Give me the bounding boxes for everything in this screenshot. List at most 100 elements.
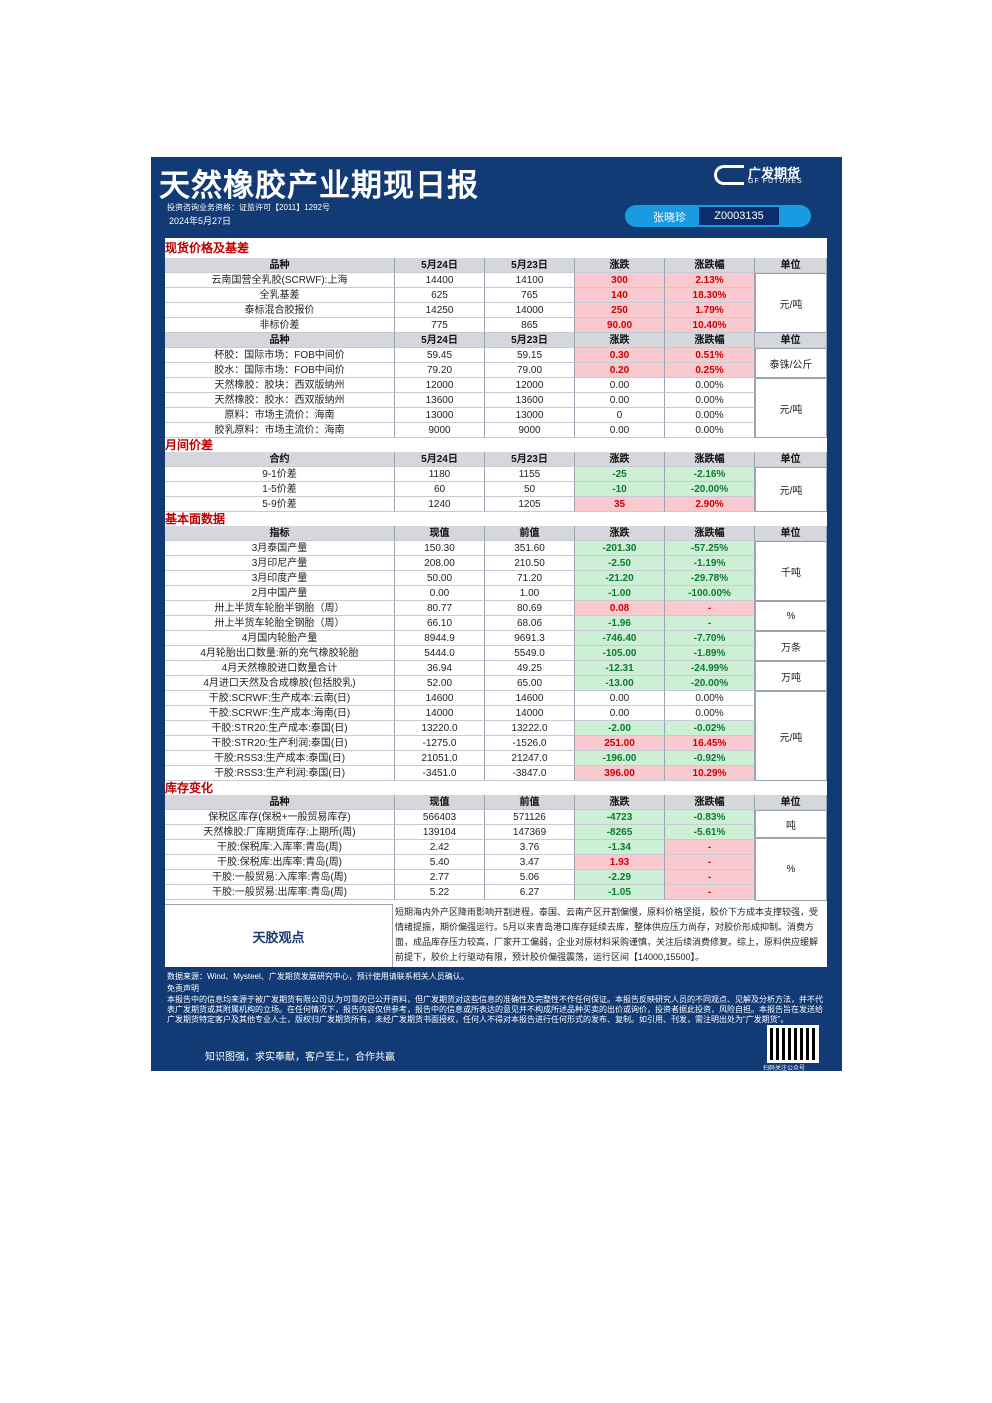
header-cell: 单位 xyxy=(755,526,827,541)
value-cell: -2.16% xyxy=(665,467,755,482)
row-label: 全乳基差 xyxy=(165,288,395,303)
value-cell: 210.50 xyxy=(485,556,575,571)
value-cell: 1240 xyxy=(395,497,485,512)
row-label: 9-1价差 xyxy=(165,467,395,482)
value-cell: - xyxy=(665,870,755,885)
value-cell: 0.25% xyxy=(665,363,755,378)
header-cell: 前值 xyxy=(485,526,575,541)
row-label: 干胶:SCRWF:生产成本:云南(日) xyxy=(165,691,395,706)
value-cell: 8944.9 xyxy=(395,631,485,646)
logo-icon xyxy=(714,165,744,185)
header-cell: 涨跌幅 xyxy=(665,795,755,810)
value-cell: 1205 xyxy=(485,497,575,512)
unit-cell: 万吨 xyxy=(755,661,827,691)
value-cell: 147369 xyxy=(485,825,575,840)
header-cell: 单位 xyxy=(755,452,827,467)
value-cell: 80.77 xyxy=(395,601,485,616)
section-title-fundamental: 基本面数据 xyxy=(165,512,226,526)
header-cell: 单位 xyxy=(755,258,827,273)
header-cell: 品种 xyxy=(165,333,395,348)
value-cell: 2.42 xyxy=(395,840,485,855)
row-label: 3月印尼产量 xyxy=(165,556,395,571)
value-cell: -3847.0 xyxy=(485,766,575,781)
value-cell: 625 xyxy=(395,288,485,303)
value-cell: -24.99% xyxy=(665,661,755,676)
value-cell: 52.00 xyxy=(395,676,485,691)
value-cell: 50 xyxy=(485,482,575,497)
disclaimer-text: 本报告中的信息均来源于被广发期货有限公司认为可靠的已公开资料，但广发期货对这些信… xyxy=(167,995,823,1024)
value-cell: 0.00% xyxy=(665,393,755,408)
unit-cell: 元/吨 xyxy=(755,378,827,438)
value-cell: -29.78% xyxy=(665,571,755,586)
value-cell: 1180 xyxy=(395,467,485,482)
row-label: 干胶:SCRWF:生产成本:海南(日) xyxy=(165,706,395,721)
value-cell: 765 xyxy=(485,288,575,303)
header-cell: 涨跌 xyxy=(575,452,665,467)
section-title-inventory: 库存变化 xyxy=(165,781,214,795)
value-cell: 79.20 xyxy=(395,363,485,378)
header-cell: 品种 xyxy=(165,795,395,810)
value-cell: 0.00 xyxy=(575,691,665,706)
value-cell: 0 xyxy=(575,408,665,423)
header-cell: 单位 xyxy=(755,795,827,810)
value-cell: -1.96 xyxy=(575,616,665,631)
row-label: 4月进口天然及合成橡胶(包括胶乳) xyxy=(165,676,395,691)
value-cell: -1526.0 xyxy=(485,736,575,751)
value-cell: -4723 xyxy=(575,810,665,825)
value-cell: 865 xyxy=(485,318,575,333)
row-label: 天然橡胶:厂库期货库存:上期所(周) xyxy=(165,825,395,840)
row-label: 非标价差 xyxy=(165,318,395,333)
header-cell: 单位 xyxy=(755,333,827,348)
value-cell: 0.20 xyxy=(575,363,665,378)
value-cell: 139104 xyxy=(395,825,485,840)
disclaimer-title: 免责声明 xyxy=(167,984,199,993)
value-cell: 13000 xyxy=(485,408,575,423)
value-cell: 140 xyxy=(575,288,665,303)
value-cell: 396.00 xyxy=(575,766,665,781)
value-cell: 13222.0 xyxy=(485,721,575,736)
value-cell: 0.00% xyxy=(665,691,755,706)
value-cell: -196.00 xyxy=(575,751,665,766)
header-cell: 5月24日 xyxy=(395,452,485,467)
unit-cell: 千吨 xyxy=(755,541,827,601)
row-label: 胶乳原料：市场主流价：海南 xyxy=(165,423,395,438)
row-label: 4月国内轮胎产量 xyxy=(165,631,395,646)
value-cell: -8265 xyxy=(575,825,665,840)
header-cell: 指标 xyxy=(165,526,395,541)
value-cell: 49.25 xyxy=(485,661,575,676)
header-cell: 涨跌 xyxy=(575,795,665,810)
value-cell: 5549.0 xyxy=(485,646,575,661)
value-cell: 21051.0 xyxy=(395,751,485,766)
value-cell: 9000 xyxy=(395,423,485,438)
qr-label: 扫码关注公众号 xyxy=(763,1066,806,1071)
header-cell: 合约 xyxy=(165,452,395,467)
row-label: 保税区库存(保税+一般贸易库存) xyxy=(165,810,395,825)
value-cell: -1.19% xyxy=(665,556,755,571)
report-title: 天然橡胶产业期现日报 xyxy=(159,168,479,203)
value-cell: 0.00% xyxy=(665,423,755,438)
row-label: 干胶:RSS3:生产成本:泰国(日) xyxy=(165,751,395,766)
value-cell: 250 xyxy=(575,303,665,318)
row-label: 泰标混合胶报价 xyxy=(165,303,395,318)
gf-futures-logo: 广发期货 GF FUTURES xyxy=(714,163,829,187)
value-cell: 36.94 xyxy=(395,661,485,676)
logo-en: GF FUTURES xyxy=(748,178,803,185)
header-cell: 现值 xyxy=(395,795,485,810)
row-label: 干胶:RSS3:生产利润:泰国(日) xyxy=(165,766,395,781)
unit-cell: % xyxy=(755,601,827,631)
row-label: 天然橡胶：胶水：西双版纳州 xyxy=(165,393,395,408)
value-cell: 14100 xyxy=(485,273,575,288)
value-cell: 13220.0 xyxy=(395,721,485,736)
value-cell: -10 xyxy=(575,482,665,497)
value-cell: 351.60 xyxy=(485,541,575,556)
row-label: 4月天然橡胶进口数量合计 xyxy=(165,661,395,676)
value-cell: 2.13% xyxy=(665,273,755,288)
value-cell: 16.45% xyxy=(665,736,755,751)
value-cell: 35 xyxy=(575,497,665,512)
value-cell: - xyxy=(665,855,755,870)
row-label: 卅上半货车轮胎半钢胎（周） xyxy=(165,601,395,616)
value-cell: 59.15 xyxy=(485,348,575,363)
value-cell: 251.00 xyxy=(575,736,665,751)
value-cell: 3.76 xyxy=(485,840,575,855)
header-cell: 5月23日 xyxy=(485,258,575,273)
